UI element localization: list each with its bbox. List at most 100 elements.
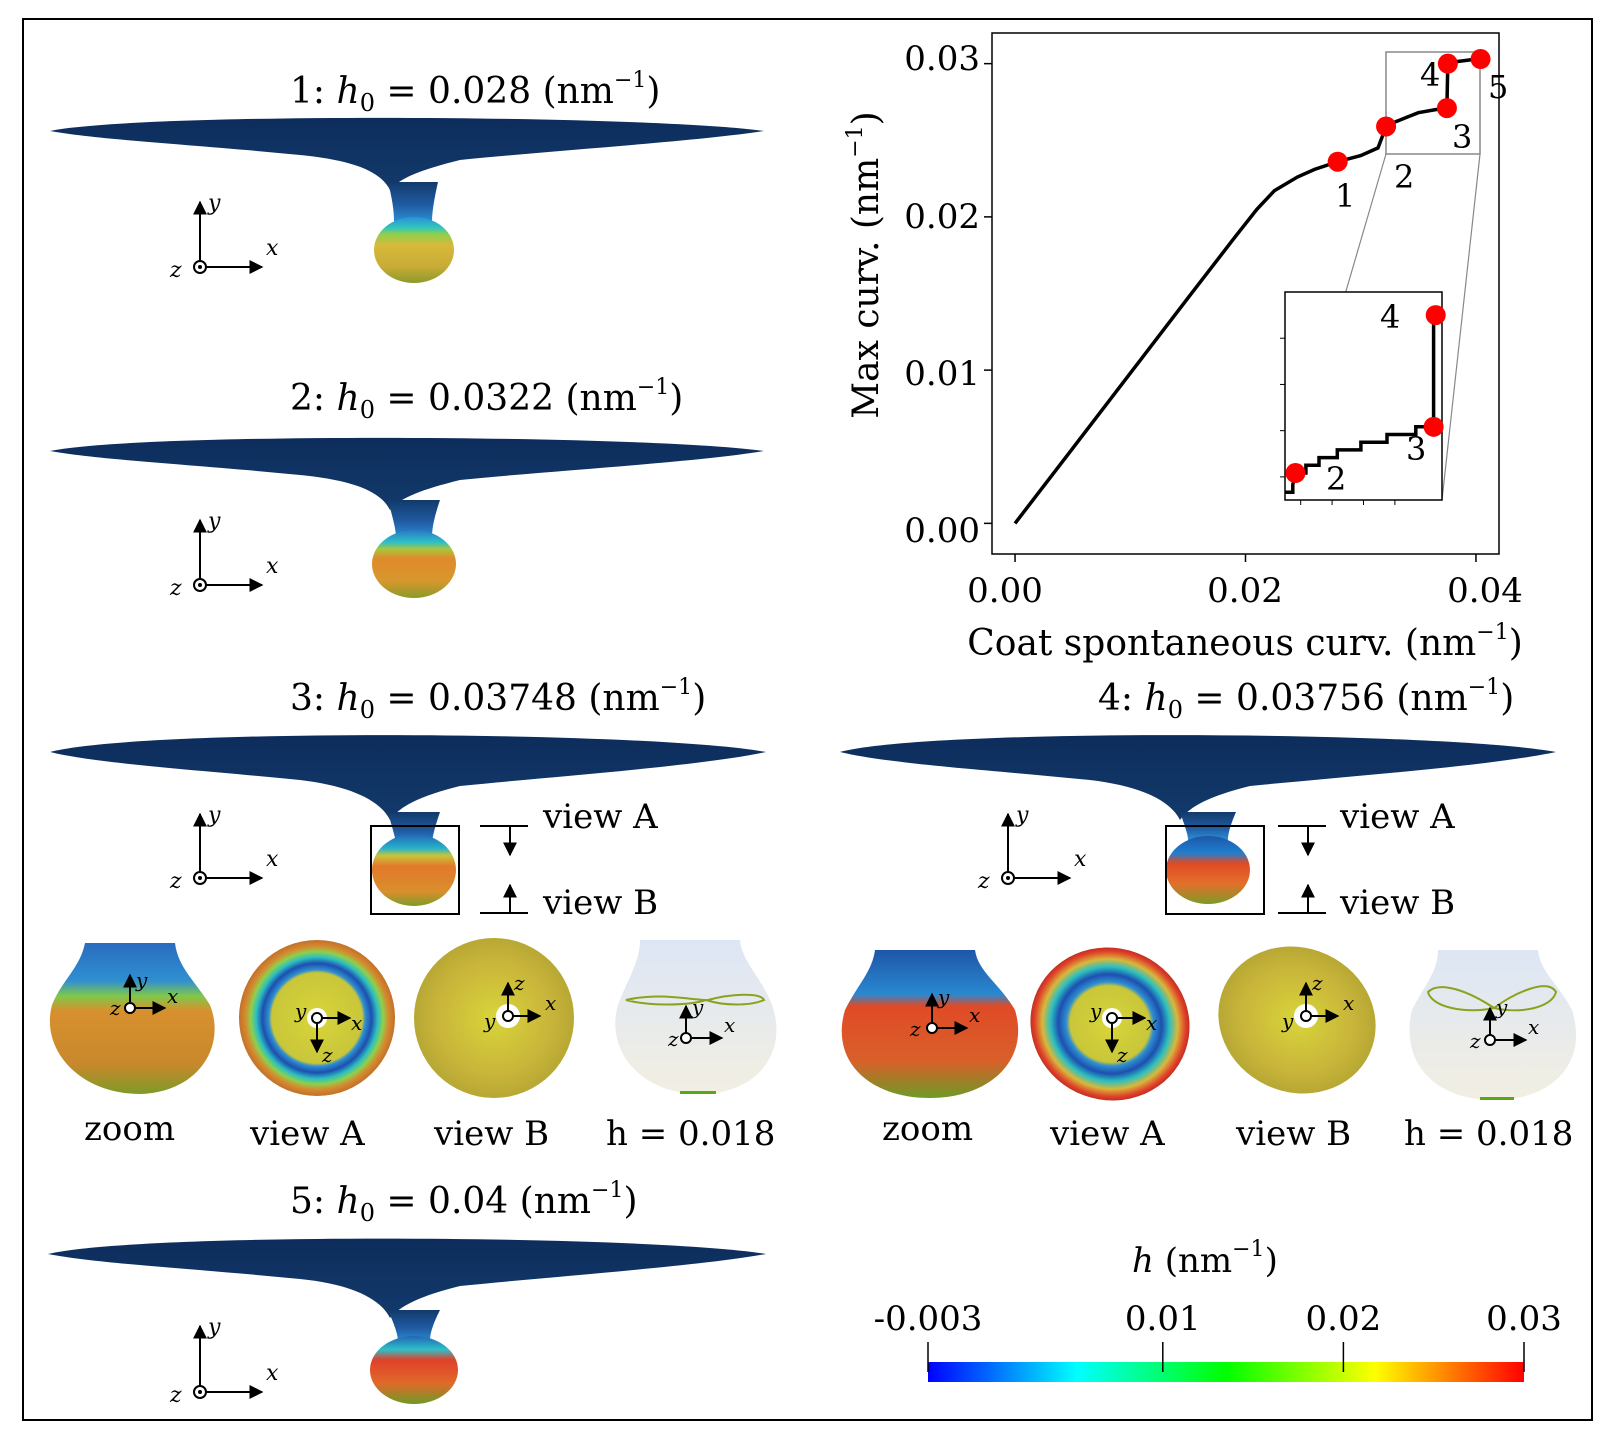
inset-ticks (1280, 337, 1396, 505)
svg-text:z: z (1311, 971, 1323, 995)
chart-series-line (1013, 57, 1477, 525)
x-axis-label: Coat spontaneous curv. (nm−1) (967, 620, 1523, 664)
zoom-view: y x z (841, 950, 1019, 1098)
chart-ticks (984, 62, 1477, 562)
caption-zoom: zoom (882, 1109, 973, 1149)
view-b-indicator: view B (480, 883, 658, 923)
inset-points (1285, 305, 1446, 484)
svg-text:x: x (1074, 847, 1087, 872)
zoom-box (370, 825, 460, 915)
colorbar-tick-label: 0.01 (1125, 1299, 1201, 1339)
svg-text:x: x (1343, 991, 1354, 1015)
y-tick-2: 0.02 (904, 197, 980, 237)
panel-4: 4: h0 = 0.03756 (nm−1) y x z view A view… (840, 675, 1577, 1154)
figure-frame (22, 18, 1593, 1421)
caption-h: h = 0.018 (606, 1114, 775, 1154)
view-b-image: z x y (414, 938, 574, 1098)
chart-point-3 (1436, 98, 1457, 119)
chart-point-4 (1437, 53, 1458, 74)
panel-4-title: 4: h0 = 0.03756 (nm−1) (1098, 675, 1514, 727)
svg-text:y: y (937, 985, 950, 1009)
caption-view-a: view A (249, 1114, 365, 1154)
svg-text:y: y (483, 1009, 496, 1033)
view-a-image: y x z (1030, 947, 1190, 1101)
svg-text:y: y (1015, 803, 1029, 828)
colorbar-ticks: -0.003 0.01 0.02 0.03 (874, 1299, 1562, 1372)
chart-point-1 (1327, 151, 1348, 172)
panel-5: 5: h0 = 0.04 (nm−1) y x z (48, 1178, 766, 1408)
svg-text:z: z (1469, 1029, 1481, 1053)
panel-5-title: 5: h0 = 0.04 (nm−1) (290, 1178, 638, 1230)
svg-text:z: z (513, 971, 525, 995)
svg-text:x: x (1146, 1011, 1157, 1035)
zoom-view: y x z (49, 943, 215, 1094)
bud (370, 1336, 458, 1404)
svg-text:view A: view A (1339, 797, 1455, 837)
inset-point-2 (1285, 463, 1306, 484)
membrane-disk (840, 735, 1556, 820)
point-label-2: 2 (1394, 158, 1414, 196)
panel-1: 1: h0 = 0.028 (nm−1) y x z (50, 68, 764, 283)
view-a-image: y x z (239, 940, 395, 1096)
panel-3-title: 3: h0 = 0.03748 (nm−1) (290, 675, 706, 727)
colorbar-tick-label: -0.003 (874, 1299, 983, 1339)
y-axis-label: Max curv. (nm−1) (843, 111, 887, 418)
caption-h: h = 0.018 (1404, 1114, 1573, 1154)
colorbar-title: h (nm−1) (1132, 1237, 1278, 1281)
svg-text:x: x (1528, 1015, 1539, 1039)
svg-text:x: x (266, 1361, 279, 1386)
svg-text:view B: view B (1339, 883, 1455, 923)
svg-text:z: z (169, 576, 182, 601)
svg-text:y: y (207, 509, 221, 534)
chart-point-5 (1470, 49, 1491, 70)
svg-text:z: z (1116, 1043, 1128, 1067)
membrane-disk (50, 735, 766, 820)
axis-triad: y x z (169, 803, 279, 894)
caption-zoom: zoom (84, 1109, 175, 1149)
colorbar-gradient (928, 1362, 1524, 1382)
svg-text:z: z (321, 1043, 333, 1067)
bud (1166, 836, 1250, 904)
chart-inset: 2 3 4 (1280, 291, 1446, 505)
svg-text:x: x (266, 236, 279, 261)
bud (372, 530, 456, 598)
inset-label-4: 4 (1380, 298, 1400, 336)
colorbar: h (nm−1) -0.003 0.01 0.02 0.03 (874, 1237, 1562, 1382)
inset-label-3: 3 (1406, 430, 1426, 468)
point-label-5: 5 (1488, 68, 1508, 106)
bud (374, 217, 454, 283)
svg-text:z: z (977, 869, 990, 894)
svg-text:x: x (351, 1011, 362, 1035)
point-label-1: 1 (1335, 177, 1355, 215)
membrane-disk (50, 437, 764, 510)
colorbar-tick-label: 0.03 (1486, 1299, 1562, 1339)
y-tick-0: 0.00 (904, 511, 980, 551)
svg-text:y: y (135, 968, 148, 992)
svg-text:x: x (266, 847, 279, 872)
panel-3: 3: h0 = 0.03748 (nm−1) y x z view A view… (49, 675, 777, 1154)
svg-text:y: y (207, 191, 221, 216)
isocontour-view: y x z (615, 940, 777, 1094)
svg-text:view B: view B (542, 883, 658, 923)
panel-2: 2: h0 = 0.0322 (nm−1) y x z (50, 375, 764, 601)
y-tick-1: 0.01 (904, 354, 980, 394)
view-b-indicator: view B (1278, 883, 1455, 923)
svg-text:x: x (266, 554, 279, 579)
svg-text:z: z (909, 1017, 921, 1041)
svg-text:x: x (167, 984, 178, 1008)
bud (372, 834, 456, 906)
svg-text:z: z (109, 996, 121, 1020)
svg-text:y: y (1281, 1009, 1294, 1033)
panel-2-title: 2: h0 = 0.0322 (nm−1) (290, 375, 683, 427)
panel-1-title: 1: h0 = 0.028 (nm−1) (290, 68, 660, 120)
chart-points (1327, 49, 1491, 172)
membrane-disk (50, 117, 764, 190)
zoom-box (1165, 825, 1265, 915)
svg-text:y: y (1089, 999, 1102, 1023)
svg-text:x: x (724, 1013, 735, 1037)
svg-text:y: y (1495, 995, 1508, 1019)
chart-point-2 (1376, 116, 1397, 137)
inset-label-2: 2 (1326, 460, 1346, 498)
inset-point-4 (1425, 305, 1446, 326)
